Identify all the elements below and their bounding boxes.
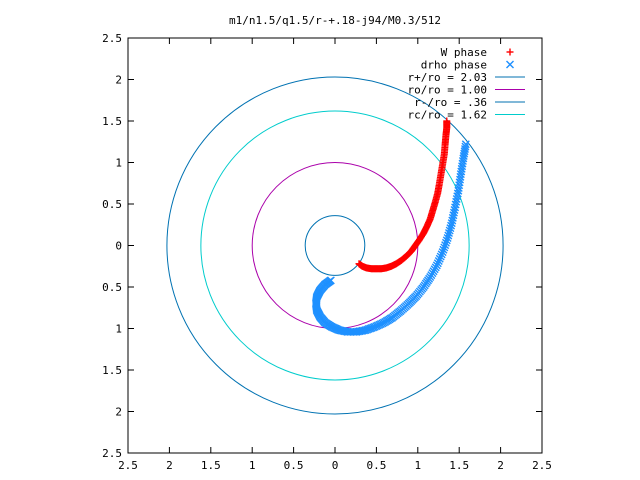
reference-circle (166, 76, 504, 415)
y-tick-label: 0 (115, 240, 122, 253)
legend-label: r+/ro = 2.03 (408, 71, 487, 84)
x-tick-label: 0 (332, 459, 339, 472)
data-point (436, 252, 445, 261)
x-tick-label: 1.5 (449, 459, 469, 472)
data-point (446, 224, 455, 233)
legend-label: rc/ro = 1.62 (408, 109, 487, 122)
data-point (441, 241, 450, 250)
data-point (438, 248, 447, 257)
y-tick-label: 2 (115, 74, 122, 87)
data-point (439, 245, 448, 254)
legend-label: drho phase (421, 59, 487, 72)
data-point (433, 259, 442, 268)
y-tick-label: 0.5 (102, 281, 122, 294)
x-tick-label: 2.5 (532, 459, 552, 472)
data-point (435, 254, 444, 263)
data-point (444, 231, 453, 240)
y-tick-label: 2 (115, 406, 122, 419)
data-point (444, 229, 453, 238)
reference-circles (166, 76, 504, 415)
legend-label: r-/ro = .36 (414, 96, 487, 109)
data-point (461, 140, 470, 149)
axis-ticks: 2.5 2 1.5 1 0.5 0 0.5 1 1.5 2 2.52.521.510.500.511… (102, 32, 552, 472)
x-tick-label: 0.5 (366, 459, 386, 472)
data-point (461, 142, 470, 151)
reference-circle (304, 215, 366, 276)
y-tick-label: 1.5 (102, 115, 122, 128)
data-point (437, 250, 446, 259)
y-tick-label: 0.5 (102, 198, 122, 211)
data-series (311, 117, 470, 336)
data-point (443, 117, 451, 125)
x-tick-label: 0.5 (284, 459, 304, 472)
data-point (443, 234, 452, 243)
x-tick-label: 1 (249, 459, 256, 472)
data-point (441, 238, 450, 247)
reference-circle (251, 162, 419, 329)
x-tick-label: 2.5 (118, 459, 138, 472)
reference-circle (200, 110, 470, 381)
y-tick-label: 1 (115, 323, 122, 336)
series-group (355, 117, 451, 273)
y-tick-label: 1 (115, 157, 122, 170)
y-tick-label: 2.5 (102, 447, 122, 460)
y-tick-label: 1.5 (102, 364, 122, 377)
y-tick-label: 2.5 (102, 32, 122, 45)
data-point (432, 261, 441, 270)
legend-marker-sample (506, 48, 514, 56)
series-group (311, 140, 470, 336)
chart-title: m1/n1.5/q1.5/r-+.18-j94/M0.3/512 (229, 14, 441, 27)
legend-label: ro/ro = 1.00 (408, 84, 487, 97)
data-point (434, 256, 443, 265)
x-tick-label: 1 (414, 459, 421, 472)
x-tick-label: 1.5 (201, 459, 221, 472)
data-point (442, 236, 451, 245)
x-tick-label: 2 (166, 459, 173, 472)
data-point (358, 326, 367, 335)
legend-marker-sample (506, 60, 514, 69)
data-point (445, 226, 454, 235)
x-tick-label: 2 (497, 459, 504, 472)
data-point (440, 243, 449, 252)
legend-label: W phase (441, 46, 487, 59)
